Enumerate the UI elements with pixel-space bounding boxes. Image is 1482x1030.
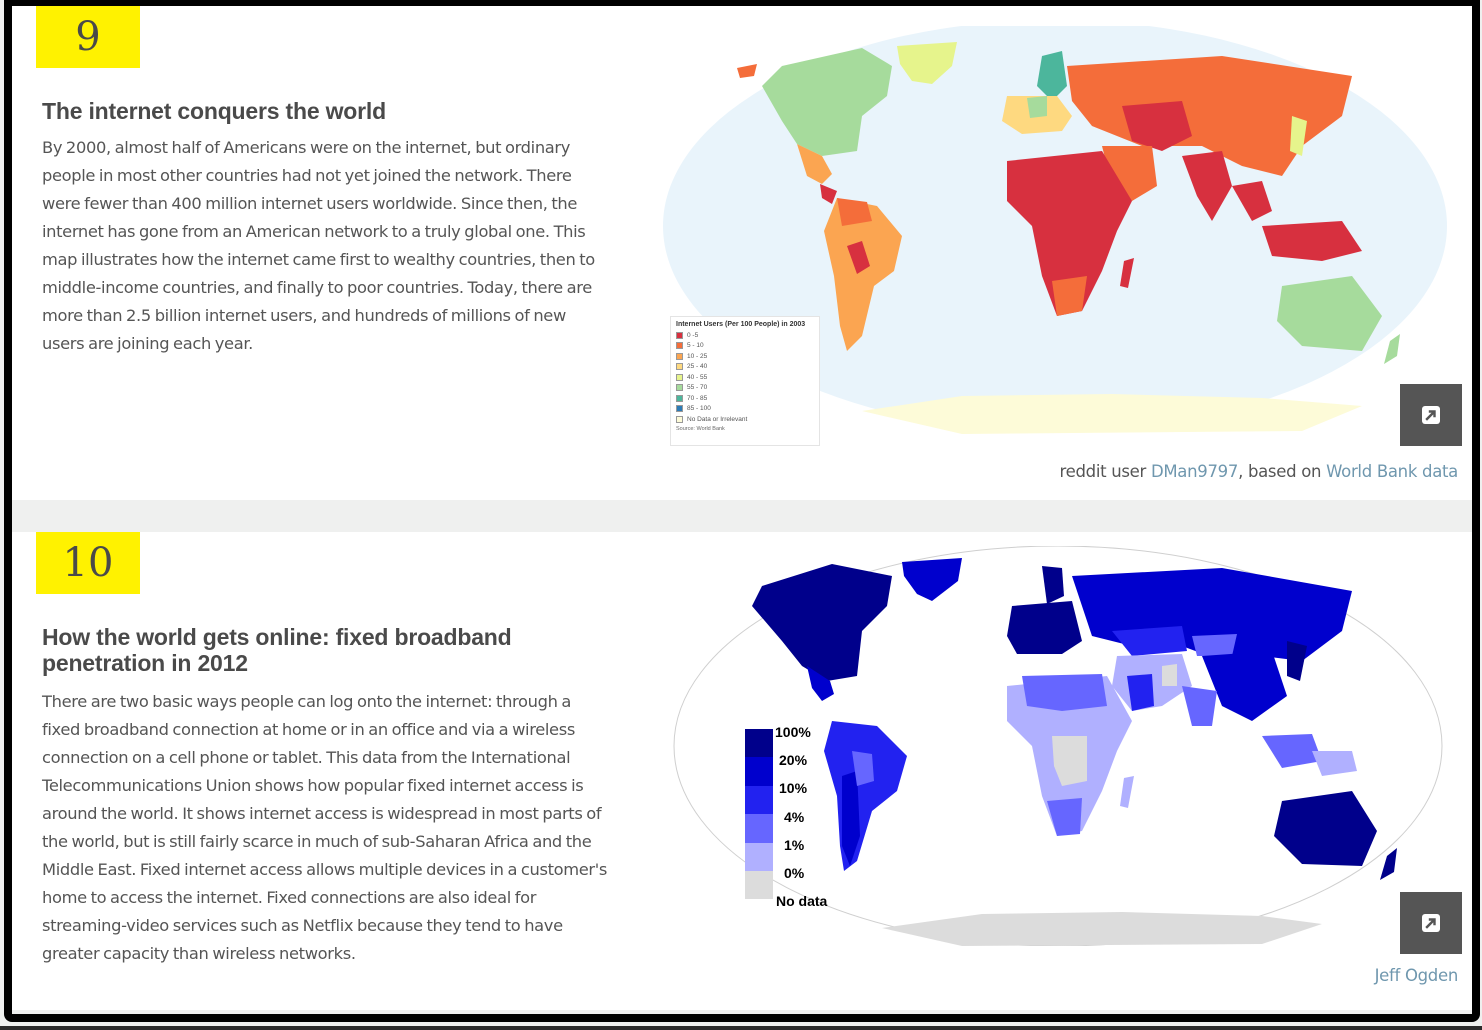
legend-label: 1% bbox=[784, 837, 805, 853]
expand-image-button[interactable] bbox=[1400, 384, 1462, 446]
section-9: 9 The internet conquers the world By 200… bbox=[12, 6, 1472, 500]
legend-item: 70 - 85 bbox=[676, 393, 814, 404]
legend-title: Internet Users (Per 100 People) in 2003 bbox=[676, 321, 806, 328]
legend-item: 0 -5 bbox=[676, 330, 814, 341]
legend-label: 100% bbox=[775, 724, 811, 740]
credit-source-link[interactable]: World Bank data bbox=[1326, 462, 1458, 481]
section-divider bbox=[12, 500, 1472, 532]
legend-label: 0% bbox=[784, 865, 805, 881]
expand-arrow-icon bbox=[1422, 406, 1440, 424]
section-number-badge: 9 bbox=[36, 6, 140, 68]
expand-arrow-icon bbox=[1422, 914, 1440, 932]
legend-label: 20% bbox=[779, 752, 808, 768]
image-credit: Jeff Ogden bbox=[1374, 966, 1459, 985]
page-bottom-edge bbox=[12, 1010, 1472, 1014]
image-credit: reddit user DMan9797, based on World Ban… bbox=[1059, 462, 1459, 481]
legend-color-bar bbox=[745, 729, 773, 900]
section-body: There are two basic ways people can log … bbox=[42, 692, 608, 963]
legend-label: No data bbox=[776, 893, 828, 909]
fixed-broadband-2012-map[interactable] bbox=[662, 546, 1462, 946]
section-10: 10 How the world gets online: fixed broa… bbox=[12, 532, 1472, 1012]
internet-users-2003-map[interactable] bbox=[662, 26, 1462, 446]
map-legend: Internet Users (Per 100 People) in 2003 … bbox=[670, 316, 820, 446]
article-page: 9 The internet conquers the world By 200… bbox=[12, 6, 1472, 1014]
credit-author-link[interactable]: DMan9797 bbox=[1150, 462, 1239, 481]
credit-author-link[interactable]: Jeff Ogden bbox=[1374, 966, 1459, 985]
legend-label: 4% bbox=[784, 809, 805, 825]
section-number: 10 bbox=[62, 540, 114, 586]
section-number-badge: 10 bbox=[36, 532, 140, 594]
section-body: By 2000, almost half of Americans were o… bbox=[42, 138, 595, 353]
legend-item: 10 - 25 bbox=[676, 351, 814, 362]
legend-item: 85 - 100 bbox=[676, 404, 814, 415]
section-headline: How the world gets online: fixed broadba… bbox=[42, 624, 512, 676]
legend-label: 10% bbox=[779, 780, 808, 796]
legend-item: 25 - 40 bbox=[676, 362, 814, 373]
legend-item: 40 - 55 bbox=[676, 372, 814, 383]
legend-source: Source: World Bank bbox=[676, 425, 725, 432]
legend-item: No Data or Irrelevant bbox=[676, 414, 814, 425]
legend-item: 5 - 10 bbox=[676, 341, 814, 352]
expand-image-button[interactable] bbox=[1400, 892, 1462, 954]
section-number: 9 bbox=[75, 14, 101, 60]
section-headline: The internet conquers the world bbox=[42, 98, 386, 124]
legend-item: 55 - 70 bbox=[676, 383, 814, 394]
